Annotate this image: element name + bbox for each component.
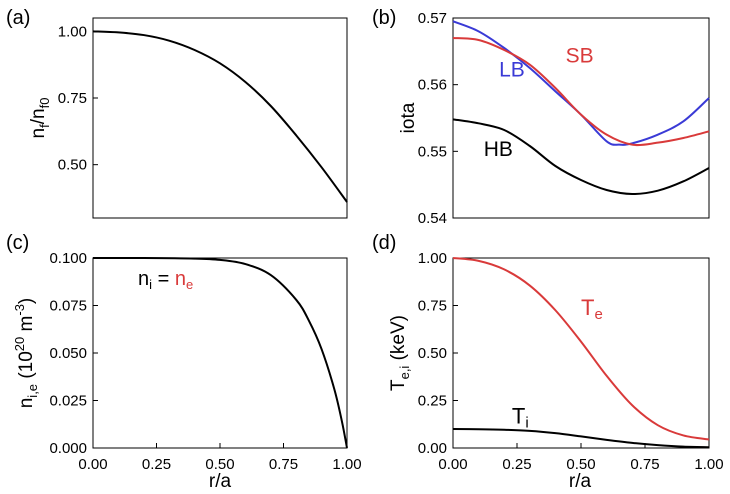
panel-d-x-ticks: 0.00 0.25 0.50 0.75 1.00 xyxy=(438,443,724,473)
series-line-te xyxy=(452,257,710,441)
panel-a-y-axis-label: nf/nf0 xyxy=(28,98,52,139)
panel-a-y-ticks: 0.50 0.75 1.00 xyxy=(58,23,98,174)
annotation-te: Te xyxy=(581,295,603,323)
panel-d: 0.00 0.25 0.50 0.75 1.00 0.00 0.25 0.50 0.75 1.0… xyxy=(388,250,724,492)
panel-c-annotation: ni = ne xyxy=(138,268,193,292)
y-tick-label: 0.75 xyxy=(58,90,87,107)
panel-d-x-axis-label: r/a xyxy=(569,471,592,492)
series-line-n-i-n-e xyxy=(92,256,348,449)
y-tick-label: 0.50 xyxy=(58,157,87,174)
x-tick-label: 0.00 xyxy=(438,456,467,473)
series-line-n-f xyxy=(92,30,348,203)
y-tick-label: 1.00 xyxy=(418,250,447,267)
series-line-sb xyxy=(452,37,710,147)
panel-d-frame xyxy=(452,257,710,449)
panel-a-frame xyxy=(92,17,348,219)
panel-b-y-axis-label: iota xyxy=(398,102,419,133)
y-tick-label: 0.56 xyxy=(418,77,447,94)
panel-c-y-ticks: 0.000 0.025 0.050 0.075 0.100 xyxy=(49,250,98,457)
annotation-ti: Ti xyxy=(512,403,529,431)
panel-c-x-ticks: 0.00 0.25 0.50 0.75 1.00 xyxy=(78,443,362,473)
panel-d-y-axis-label: Te,i (keV) xyxy=(388,315,412,391)
panel-d-y-ticks: 0.00 0.25 0.50 0.75 1.00 xyxy=(418,250,458,457)
x-tick-label: 0.25 xyxy=(142,456,171,473)
panel-c-lines xyxy=(92,256,348,449)
panel-c-frame xyxy=(92,257,348,449)
y-tick-label: 0.075 xyxy=(49,298,87,315)
y-tick-label: 0.50 xyxy=(418,345,447,362)
panel-b-annotations: LB SB HB xyxy=(484,45,594,161)
y-tick-label: 1.00 xyxy=(58,23,87,40)
y-tick-label: 0.050 xyxy=(49,345,87,362)
x-tick-label: 0.50 xyxy=(205,456,234,473)
y-tick-label: 0.54 xyxy=(418,210,447,227)
y-tick-label: 0.25 xyxy=(418,393,447,410)
panel-d-annotations: Te Ti xyxy=(512,295,603,431)
y-tick-label: 0.025 xyxy=(49,393,87,410)
panel-a: 0.50 0.75 1.00 nf/nf0 xyxy=(28,17,348,219)
panel-b-lines xyxy=(452,20,710,196)
y-tick-label: 0.000 xyxy=(49,440,87,457)
panel-c-y-axis-label: ni,e (1020 m-3) xyxy=(12,298,40,409)
x-tick-label: 1.00 xyxy=(332,456,361,473)
x-tick-label: 0.75 xyxy=(630,456,659,473)
panel-d-lines xyxy=(452,257,710,449)
panel-label-d: (d) xyxy=(372,232,396,254)
panel-c-x-axis-label: r/a xyxy=(209,471,232,492)
panel-a-lines xyxy=(92,30,348,203)
series-line-ti xyxy=(452,428,710,449)
panel-b-frame xyxy=(452,17,710,219)
y-tick-label: 0.75 xyxy=(418,298,447,315)
panel-label-b: (b) xyxy=(372,7,396,29)
x-tick-label: 0.75 xyxy=(269,456,298,473)
annotation-lb: LB xyxy=(499,59,525,82)
y-tick-label: 0.55 xyxy=(418,143,447,160)
y-tick-label: 0.100 xyxy=(49,250,87,267)
x-tick-label: 0.25 xyxy=(502,456,531,473)
x-tick-label: 0.50 xyxy=(566,456,595,473)
panel-b: 0.54 0.55 0.56 0.57 LB SB HB iota xyxy=(398,10,710,227)
panel-label-a: (a) xyxy=(6,7,30,29)
y-tick-label: 0.57 xyxy=(418,10,447,27)
x-tick-label: 1.00 xyxy=(694,456,723,473)
panel-b-y-ticks: 0.54 0.55 0.56 0.57 xyxy=(418,10,458,227)
series-line-hb xyxy=(452,118,710,196)
y-tick-label: 0.00 xyxy=(418,440,447,457)
ne-label: n xyxy=(175,268,186,290)
annotation-sb: SB xyxy=(566,45,594,68)
series-line-lb xyxy=(452,20,710,146)
annotation-hb: HB xyxy=(484,138,513,161)
panel-label-c: (c) xyxy=(6,232,29,254)
x-tick-label: 0.00 xyxy=(78,456,107,473)
